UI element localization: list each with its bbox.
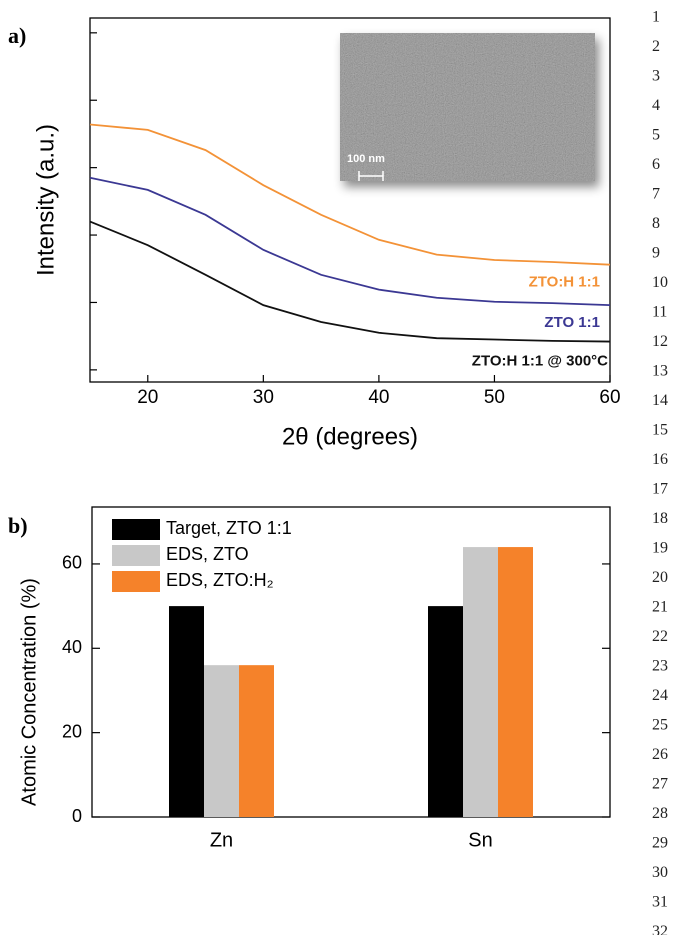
line-number: 30 — [652, 864, 668, 881]
line-number: 7 — [652, 186, 660, 203]
line-number: 14 — [652, 392, 668, 409]
line-number: 22 — [652, 628, 668, 645]
legend-label: EDS, ZTO:H₂ — [166, 570, 274, 590]
line-number: 13 — [652, 363, 668, 380]
legend-label: Target, ZTO 1:1 — [166, 518, 292, 538]
x-tick-label: Zn — [210, 829, 233, 851]
legend-label: EDS, ZTO — [166, 544, 249, 564]
legend-swatch — [112, 519, 160, 540]
line-number: 31 — [652, 894, 668, 911]
y-tick-label: 0 — [72, 806, 82, 826]
legend-swatch — [112, 545, 160, 566]
line-number: 21 — [652, 599, 668, 616]
x-tick-label: 30 — [253, 387, 274, 408]
line-number: 10 — [652, 274, 668, 291]
line-number: 6 — [652, 156, 660, 173]
panel-label: b) — [8, 513, 28, 538]
line-number: 2 — [652, 38, 660, 55]
scale-bar-label: 100 nm — [347, 153, 385, 165]
y-axis-label: Intensity (a.u.) — [32, 124, 59, 276]
line-number: 11 — [652, 304, 667, 321]
series-label: ZTO:H 1:1 @ 300°C — [472, 353, 608, 370]
y-axis-label: Atomic Concentration (%) — [18, 578, 40, 806]
line-number: 24 — [652, 687, 668, 704]
bar — [169, 606, 204, 817]
x-axis-label: 2θ (degrees) — [282, 423, 418, 450]
y-tick-label: 20 — [62, 721, 82, 741]
line-number: 26 — [652, 746, 668, 763]
line-number: 12 — [652, 333, 668, 350]
legend-swatch — [112, 571, 160, 592]
line-number: 16 — [652, 451, 668, 468]
x-tick-label: 20 — [137, 387, 158, 408]
panel-label: a) — [8, 23, 26, 48]
line-number: 5 — [652, 127, 660, 144]
inset-image: 100 nm — [340, 33, 595, 181]
page: {"panel_labels": ["a)", "b)"], "chart_da… — [0, 0, 689, 935]
line-number: 17 — [652, 481, 668, 498]
bar — [239, 665, 274, 817]
line-number: 19 — [652, 540, 668, 557]
line-number: 15 — [652, 422, 668, 439]
series-label: ZTO 1:1 — [544, 314, 600, 331]
line-number: 29 — [652, 835, 668, 852]
bar — [463, 547, 498, 817]
line-number: 32 — [652, 923, 668, 935]
bar — [204, 665, 239, 817]
line-number: 3 — [652, 68, 660, 85]
line-number: 23 — [652, 658, 668, 675]
line-number: 1 — [652, 9, 660, 26]
x-tick-label: 50 — [484, 387, 505, 408]
x-tick-label: Sn — [468, 829, 492, 851]
figure: a) b) 100 nm 123456789101112131415161718… — [0, 0, 689, 935]
line-number: 20 — [652, 569, 668, 586]
line-number: 25 — [652, 717, 668, 734]
series-label: ZTO:H 1:1 — [529, 274, 600, 291]
line-number: 4 — [652, 97, 660, 114]
x-tick-label: 60 — [599, 387, 620, 408]
y-tick-label: 60 — [62, 553, 82, 573]
x-tick-label: 40 — [368, 387, 389, 408]
bar — [498, 547, 533, 817]
line-number: 28 — [652, 805, 668, 822]
y-tick-label: 40 — [62, 637, 82, 657]
line-number: 27 — [652, 776, 668, 793]
line-number: 9 — [652, 245, 660, 262]
line-number: 18 — [652, 510, 668, 527]
line-number: 8 — [652, 215, 660, 232]
bar — [428, 606, 463, 817]
